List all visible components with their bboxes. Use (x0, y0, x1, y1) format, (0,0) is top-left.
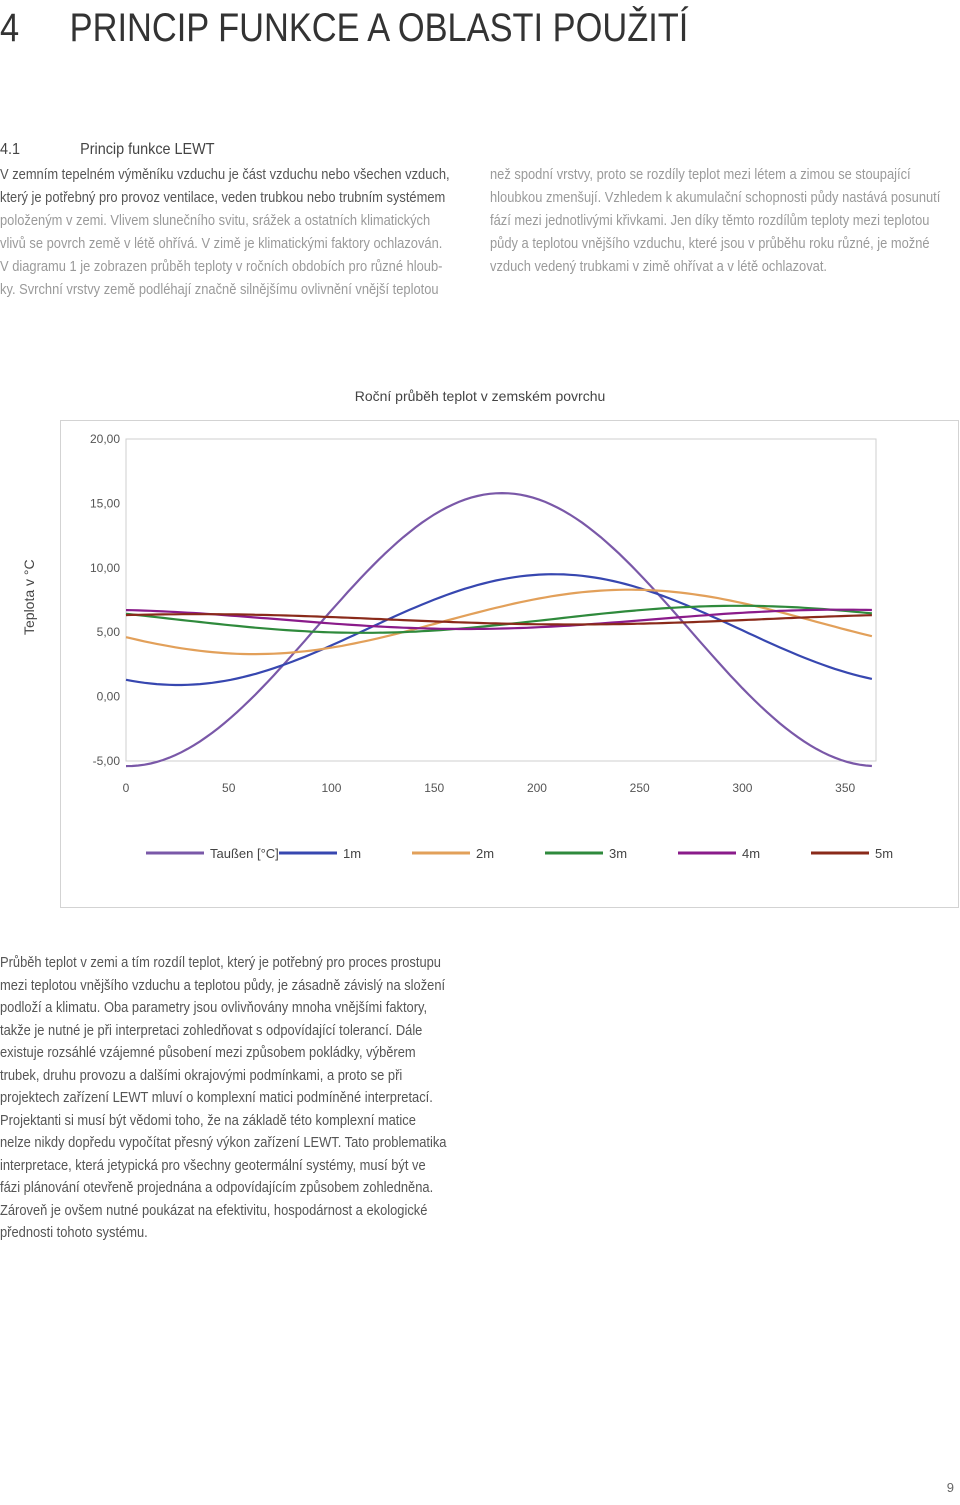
chapter-title: PRINCIP FUNKCE A OBLASTI POUŽITÍ (69, 6, 689, 50)
x-tick-label: 150 (424, 781, 444, 795)
text-line: V zemním tepelném výměníku vzduchu je čá… (0, 166, 450, 183)
text-line: fází mezi jednotlivými křivkami. Jen dík… (490, 212, 930, 229)
text-line: položeným v zemi. Vlivem slunečního svit… (0, 212, 431, 229)
text-line: podloží a klimatu. Oba parametry jsou ov… (0, 999, 428, 1016)
text-line: fázi plánování otevřeně projednána a odp… (0, 1179, 434, 1196)
y-tick-label: 0,00 (97, 690, 121, 704)
text-line: vlivů se povrch země v létě ohřívá. V zi… (0, 235, 443, 252)
series-line-2m (125, 588, 873, 656)
y-tick-label: 5,00 (97, 625, 121, 639)
x-tick-label: 350 (835, 781, 855, 795)
text-line: hloubkou zmenšují. Vzhledem k akumulační… (490, 189, 941, 206)
right-text-column: než spodní vrstvy, proto se rozdíly tepl… (490, 163, 958, 278)
y-tick-label: 15,00 (90, 496, 120, 510)
text-line: trubek, druhu provozu a dalšími okrajový… (0, 1066, 403, 1084)
x-tick-label: 0 (123, 781, 130, 795)
series-line-4m (125, 608, 872, 631)
chapter-heading: 4 PRINCIP FUNKCE A OBLASTI POUŽITÍ (0, 4, 688, 52)
series-line-3m (125, 604, 873, 634)
temperature-chart: 20,00 15,00 10,00 5,00 0,00 -5,00 0 50 100 150 20… (90, 432, 893, 861)
text-line: než spodní vrstvy, proto se rozdíly tepl… (490, 166, 911, 183)
text-line: Průběh teplot v zemi a tím rozdíl teplot… (0, 954, 441, 971)
series-line-1m (125, 573, 873, 687)
legend-label: 4m (742, 846, 760, 861)
legend-label: 1m (343, 846, 361, 861)
page-number: 9 (946, 1480, 954, 1495)
text-line: který je potřebný pro provoz ventilace, … (0, 189, 446, 206)
left-text-column: V zemním tepelném výměníku vzduchu je čá… (0, 163, 470, 301)
section-heading: 4.1 Princip funkce LEWT (0, 139, 215, 161)
series-line-5m (125, 613, 872, 626)
text-line: Zároveň je ovšem nutné poukázat na efekt… (0, 1201, 428, 1219)
legend-label: Taußen [°C] (210, 846, 279, 861)
text-line: přednosti tohoto systému. (0, 1224, 148, 1241)
y-tick-label: 20,00 (90, 432, 120, 446)
plot-area (125, 438, 877, 762)
legend-label: 3m (609, 846, 627, 861)
body-text: Průběh teplot v zemi a tím rozdíl teplot… (0, 952, 470, 1245)
text-line: Projektanti si musí být vědomi toho, že … (0, 1111, 416, 1129)
legend-label: 5m (875, 846, 893, 861)
chapter-number: 4 (0, 6, 20, 50)
x-tick-label: 300 (732, 781, 752, 795)
section-title: Princip funkce LEWT (80, 141, 215, 158)
y-axis-label: Teplota v °C (21, 559, 37, 635)
text-line: ky. Svrchní vrstvy země podléhají značně… (0, 281, 439, 298)
x-tick-label: 100 (321, 781, 341, 795)
text-line: půdy a teplotou vnějšího vzduchu, které … (490, 235, 930, 252)
legend-label: 2m (476, 846, 494, 861)
text-line: V diagramu 1 je zobrazen průběh teploty … (0, 258, 443, 275)
y-tick-label: -5,00 (93, 754, 121, 768)
chart-frame: 20,00 15,00 10,00 5,00 0,00 -5,00 0 50 100 150 20… (60, 420, 959, 908)
text-line: vzduch vedený trubkami v zimě ohřívat a … (490, 258, 827, 275)
text-line: takže je nutné je při interpretaci zohle… (0, 1021, 423, 1039)
text-line: projektech zařízení LEWT mluví o komplex… (0, 1089, 433, 1106)
text-line: nelze nikdy dopředu vypočítat přesný výk… (0, 1134, 447, 1151)
text-line: existuje rozsáhlé vzájemné působení mezi… (0, 1044, 416, 1061)
series-line-tauenc (125, 491, 872, 768)
x-tick-label: 200 (527, 781, 547, 795)
x-tick-label: 50 (222, 781, 236, 795)
chart-title: Roční průběh teplot v zemském povrchu (354, 388, 606, 404)
text-line: interpretace, která jetypická pro všechn… (0, 1156, 426, 1174)
text-line: mezi teplotou vnějšího vzduchu a teploto… (0, 976, 446, 994)
x-tick-label: 250 (630, 781, 650, 795)
section-number: 4.1 (0, 141, 21, 158)
y-tick-label: 10,00 (90, 561, 120, 575)
